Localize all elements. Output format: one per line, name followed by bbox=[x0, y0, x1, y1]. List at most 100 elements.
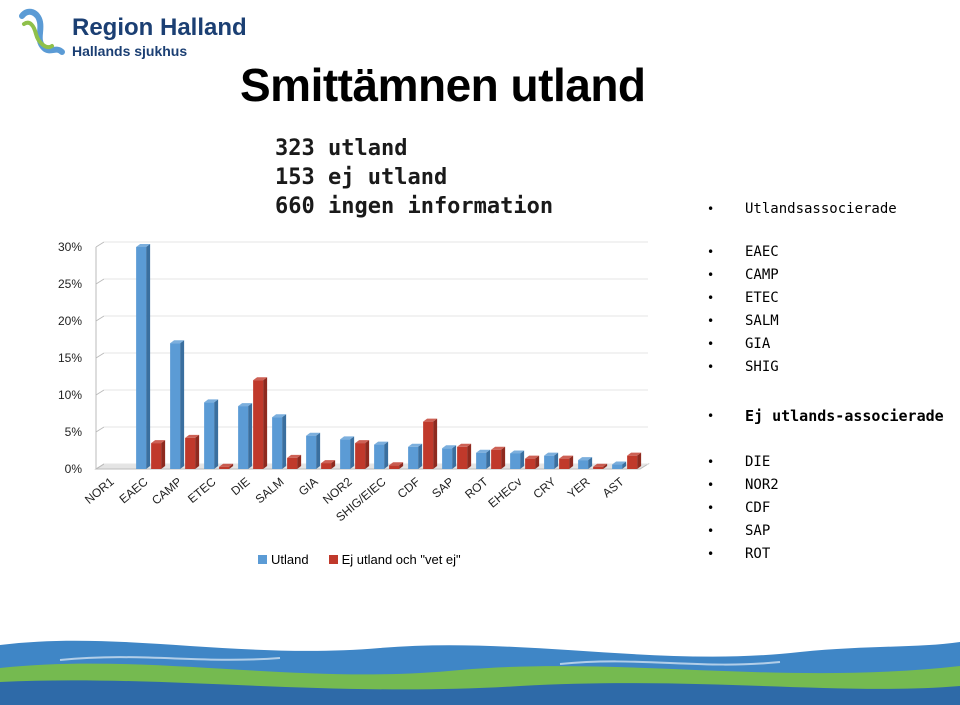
bar-ej-utland-salm bbox=[287, 457, 298, 469]
bar-ej-utland-ast bbox=[627, 455, 638, 469]
logo: Region Halland Hallands sjukhus bbox=[18, 6, 258, 62]
bar-ej-utland-cdf bbox=[423, 421, 434, 469]
y-tick-label: 30% bbox=[58, 240, 82, 254]
bar-side bbox=[180, 340, 185, 469]
bar-side bbox=[520, 450, 525, 469]
x-category-label: GIA bbox=[296, 475, 321, 499]
bar-side bbox=[637, 452, 642, 469]
side-item-label: CDF bbox=[745, 499, 771, 516]
bar-side bbox=[161, 440, 166, 469]
bar-top bbox=[272, 414, 287, 418]
side-heading-row: • Utlandsassocierade bbox=[705, 197, 897, 220]
bar-side bbox=[399, 462, 404, 469]
x-category-label: SAP bbox=[429, 475, 456, 501]
bullet-icon: • bbox=[707, 290, 715, 305]
bar-side bbox=[331, 460, 336, 469]
bar-side bbox=[146, 244, 151, 469]
x-category-label: ROT bbox=[462, 474, 491, 501]
summary-line-ingen-information: 660 ingen information bbox=[275, 194, 554, 219]
bar-top bbox=[593, 463, 608, 467]
bar-utland-nor2 bbox=[340, 439, 351, 469]
y-tick-label: 15% bbox=[58, 351, 82, 365]
bar-top bbox=[321, 460, 336, 464]
bar-utland-cdf bbox=[408, 446, 419, 469]
bar-ej-utland-nor2 bbox=[355, 443, 366, 469]
bar-top bbox=[510, 450, 525, 454]
y-tick-label: 5% bbox=[65, 425, 83, 439]
bar-top bbox=[423, 418, 438, 422]
bar-top bbox=[559, 455, 574, 459]
gridline-connector bbox=[95, 315, 105, 322]
side-item: • CDF bbox=[705, 496, 944, 519]
bar-top bbox=[185, 434, 200, 438]
bar-top bbox=[151, 440, 166, 444]
legend-swatch-utland bbox=[258, 555, 267, 564]
side-item-label: SHIG bbox=[745, 358, 779, 375]
bar-utland-gia bbox=[306, 435, 317, 469]
logo-title: Region Halland bbox=[72, 14, 247, 41]
bar-side bbox=[588, 457, 593, 469]
legend-label-utland: Utland bbox=[271, 552, 309, 567]
bar-top bbox=[238, 403, 253, 407]
side-item: • SHIG bbox=[705, 355, 897, 378]
y-tick-label: 10% bbox=[58, 388, 82, 402]
bar-side bbox=[486, 449, 491, 469]
side-item-label: ROT bbox=[745, 545, 771, 562]
bar-top bbox=[219, 463, 234, 467]
bar-top bbox=[287, 454, 302, 458]
side-item-label: DIE bbox=[745, 453, 771, 470]
summary-line-ej-utland: 153 ej utland bbox=[275, 165, 448, 190]
bar-ej-utland-eaec bbox=[151, 443, 162, 469]
gridline-connector bbox=[95, 352, 105, 359]
bar-top bbox=[136, 244, 151, 247]
bar-side bbox=[263, 377, 268, 469]
y-tick-label: 0% bbox=[65, 462, 83, 476]
bar-ej-utland-camp bbox=[185, 437, 196, 469]
bar-top bbox=[491, 446, 506, 450]
side-list-ej-utlands-associerade: • Ej utlands-associerade • DIE • NOR2 • CDF… bbox=[705, 404, 944, 565]
side-heading-row: • Ej utlands-associerade bbox=[705, 404, 944, 427]
x-category-label: CRY bbox=[530, 475, 558, 502]
bar-ej-utland-shig-eiec bbox=[389, 465, 400, 469]
x-category-label: ETEC bbox=[185, 474, 219, 506]
bar-utland-rot bbox=[476, 452, 487, 469]
side-item-label: ETEC bbox=[745, 289, 779, 306]
side-item-label: GIA bbox=[745, 335, 771, 352]
bar-ej-utland-yer bbox=[593, 466, 604, 469]
bar-top bbox=[544, 452, 559, 456]
side-item: • ROT bbox=[705, 542, 944, 565]
x-category-label: EAEC bbox=[117, 474, 151, 506]
legend-swatch-ej-utland bbox=[328, 555, 338, 564]
side-item: • GIA bbox=[705, 332, 897, 355]
bar-top bbox=[476, 449, 491, 453]
bullet-icon: • bbox=[707, 523, 715, 538]
bar-ej-utland-gia bbox=[321, 463, 332, 469]
bar-side bbox=[569, 455, 574, 469]
bar-utland-sap bbox=[442, 448, 453, 469]
bar-side bbox=[350, 436, 355, 469]
x-category-label: YER bbox=[565, 474, 593, 501]
bullet-icon: • bbox=[707, 359, 715, 374]
logo-subtitle: Hallands sjukhus bbox=[72, 43, 188, 59]
side-item-label: SAP bbox=[745, 522, 771, 539]
x-category-label: AST bbox=[600, 474, 627, 500]
summary-line-utland: 323 utland bbox=[275, 136, 408, 161]
bar-top bbox=[627, 452, 642, 456]
bullet-icon: • bbox=[707, 201, 715, 216]
bar-top bbox=[306, 432, 321, 436]
gridline-connector bbox=[95, 241, 105, 248]
y-tick-label: 25% bbox=[58, 277, 82, 291]
bar-side bbox=[248, 403, 253, 469]
bar-top bbox=[442, 445, 457, 449]
x-category-label: NOR1 bbox=[82, 474, 117, 506]
bar-top bbox=[340, 436, 355, 440]
bullet-icon: • bbox=[707, 313, 715, 328]
summary: 323 utland 153 ej utland 660 ingen infor… bbox=[275, 134, 553, 221]
bullet-icon: • bbox=[707, 500, 715, 515]
gridline-connector bbox=[95, 463, 105, 470]
bar-side bbox=[622, 461, 627, 469]
bullet-icon: • bbox=[707, 454, 715, 469]
region-halland-logo-icon bbox=[19, 8, 65, 55]
page-title: Smittämnen utland bbox=[240, 59, 646, 111]
bar-side bbox=[433, 418, 438, 469]
